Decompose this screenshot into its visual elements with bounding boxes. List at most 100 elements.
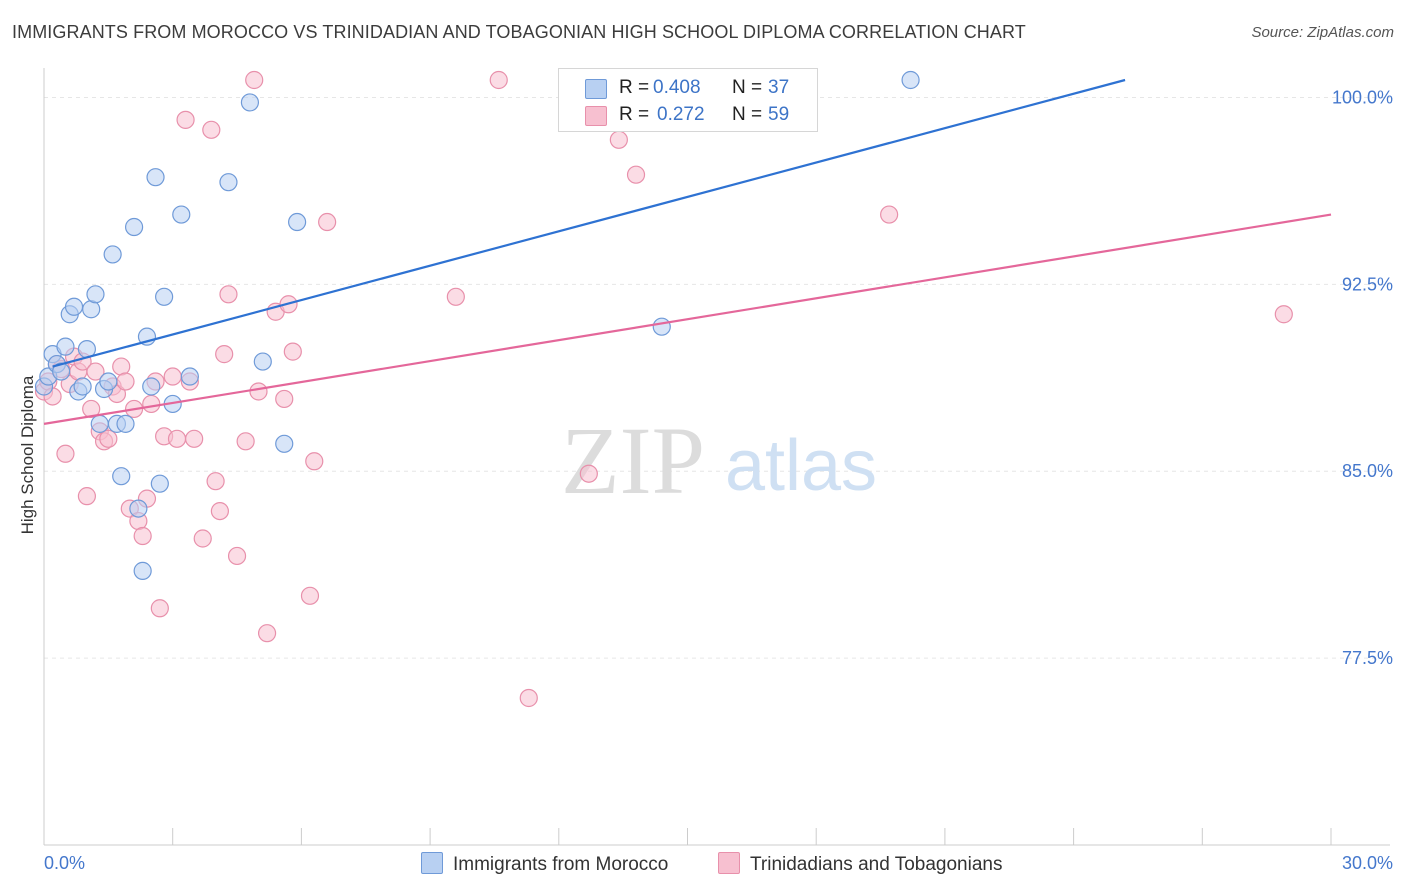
morocco-points: [34, 70, 920, 580]
trinidadian-point: [519, 688, 538, 708]
trend-lines: [43, 78, 1332, 425]
trinidadian-point: [305, 452, 324, 471]
morocco-point: [64, 297, 84, 316]
bottom-legend-swatch-trinidadian: [718, 852, 740, 874]
trinidadian-point: [446, 287, 465, 306]
morocco-point: [73, 377, 92, 396]
morocco-point: [146, 168, 165, 187]
legend-r-value: 0.272: [657, 104, 705, 125]
x-tick-label-max: 30.0%: [1342, 853, 1393, 873]
morocco-point: [103, 245, 122, 264]
axes: [43, 68, 1390, 846]
trinidadian-point: [176, 110, 195, 129]
trinidadian-point: [249, 382, 268, 401]
morocco-trend-line: [52, 78, 1126, 368]
trinidadian-point: [579, 464, 598, 483]
morocco-point: [155, 287, 174, 306]
trinidadian-point: [77, 487, 97, 506]
trinidadian-point: [86, 362, 105, 381]
morocco-point: [124, 217, 144, 237]
morocco-point: [219, 173, 238, 192]
trinidadian-trend-line: [43, 213, 1332, 425]
source-label: Source: ZipAtlas.com: [1251, 24, 1394, 41]
morocco-point: [116, 414, 135, 433]
morocco-point: [288, 212, 307, 232]
trinidadian-point: [163, 367, 182, 386]
legend-swatch-trinidadian: [585, 106, 607, 126]
morocco-point: [275, 434, 294, 453]
y-tick-label: 77.5%: [1342, 648, 1393, 668]
trinidadian-point: [300, 586, 320, 605]
watermark: ZIP atlas: [561, 407, 877, 514]
bottom-legend-morocco: Immigrants from Morocco: [421, 852, 668, 876]
trinidadian-point: [283, 342, 302, 361]
legend-r-label: R =: [619, 77, 650, 98]
trinidadian-point: [626, 165, 646, 184]
trinidadian-point: [133, 526, 152, 546]
trinidadian-point: [210, 501, 229, 521]
trinidadian-point: [257, 624, 277, 643]
tick-labels: 77.5% 85.0% 92.5% 100.0% 0.0% 30.0%: [44, 87, 1393, 873]
morocco-point: [52, 362, 71, 381]
morocco-point: [253, 352, 272, 371]
trinidadian-point: [219, 285, 238, 304]
morocco-point: [150, 474, 169, 493]
trinidadian-point: [489, 70, 508, 90]
trinidadian-point: [99, 429, 118, 448]
trinidadian-point: [275, 389, 294, 409]
y-tick-label: 85.0%: [1342, 461, 1393, 481]
trinidadian-point: [202, 120, 221, 139]
morocco-point: [90, 414, 109, 433]
watermark-atlas: atlas: [725, 426, 877, 506]
morocco-point: [901, 70, 920, 90]
morocco-point: [240, 93, 260, 112]
correlation-legend: R = 0.408 N = 37 R = 0.272 N = 59: [558, 68, 818, 132]
trinidadian-point: [185, 429, 204, 448]
x-tick-label-min: 0.0%: [44, 853, 85, 873]
watermark-zip: ZIP: [561, 407, 705, 514]
legend-n-value: 37: [768, 77, 790, 98]
morocco-point: [112, 467, 131, 486]
trinidadian-point: [56, 444, 75, 463]
trinidadian-point: [236, 432, 255, 451]
morocco-point: [99, 372, 118, 391]
morocco-point: [652, 317, 671, 336]
trinidadian-point: [318, 212, 337, 232]
morocco-point: [86, 285, 105, 304]
trinidadian-point: [1274, 305, 1293, 324]
morocco-point: [56, 337, 75, 356]
grid-lines: [44, 96, 1390, 659]
bottom-legend-trinidadian: Trinidadians and Tobagonians: [718, 852, 1002, 876]
legend-r-label: R =: [619, 104, 650, 125]
trinidadian-point: [193, 529, 212, 548]
bottom-legend-label-trinidadian: Trinidadians and Tobagonians: [750, 854, 1003, 875]
morocco-point: [180, 367, 199, 386]
legend-swatch-morocco: [585, 79, 607, 99]
legend-n-label: N =: [732, 104, 763, 125]
bottom-legend-swatch-morocco: [421, 852, 443, 874]
trinidadian-point: [116, 372, 135, 391]
morocco-point: [129, 499, 148, 518]
legend-r-value: 0.408: [653, 77, 701, 98]
chart-title: IMMIGRANTS FROM MOROCCO VS TRINIDADIAN A…: [12, 22, 1026, 42]
legend-n-label: N =: [732, 77, 763, 98]
bottom-legend-label-morocco: Immigrants from Morocco: [453, 854, 669, 875]
trinidadian-point: [167, 429, 187, 448]
y-tick-label: 100.0%: [1332, 87, 1393, 107]
trinidadian-point: [227, 546, 247, 566]
trinidadian-point: [150, 599, 169, 618]
trinidadian-points: [34, 70, 1293, 708]
trinidadian-point: [880, 205, 899, 224]
legend-n-value: 59: [768, 104, 790, 125]
trinidadian-point: [609, 130, 628, 149]
trinidadian-point: [82, 399, 101, 419]
morocco-point: [133, 561, 152, 580]
trinidadian-point: [215, 345, 234, 364]
morocco-point: [142, 377, 161, 396]
trinidadian-point: [112, 357, 131, 376]
trinidadian-point: [245, 70, 264, 90]
morocco-point: [172, 205, 191, 224]
trinidadian-point: [142, 394, 161, 414]
morocco-point: [82, 300, 101, 319]
